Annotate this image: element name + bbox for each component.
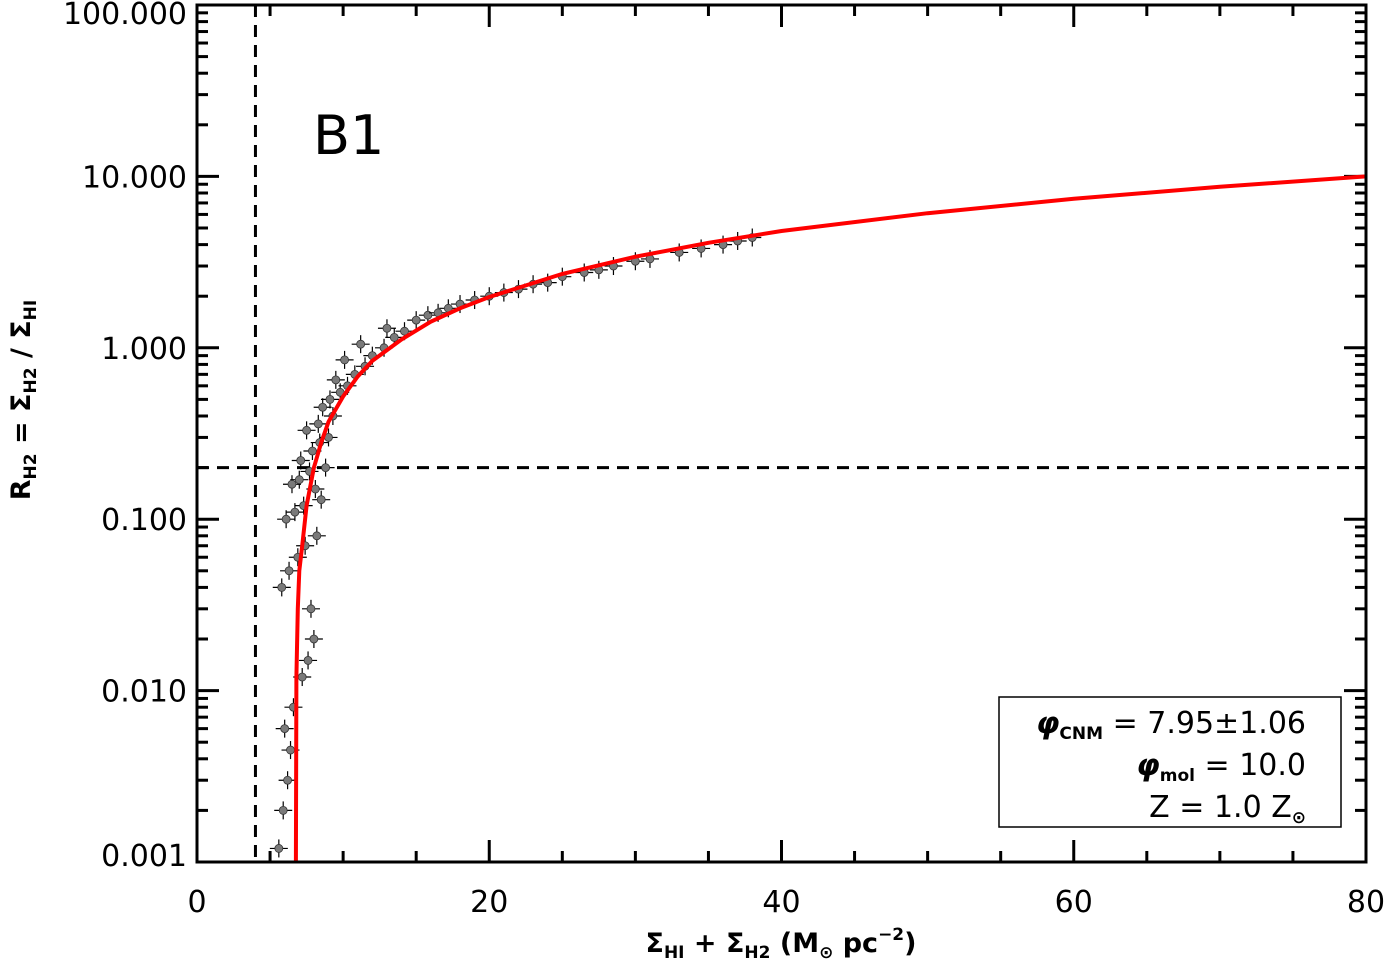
point-marker xyxy=(290,507,300,517)
point-marker xyxy=(382,323,392,333)
data-points xyxy=(269,228,762,858)
point-marker xyxy=(308,446,317,456)
data-point xyxy=(407,311,426,330)
point-marker xyxy=(302,425,311,435)
tick-labels: 0 20 40 60 80 0.001 0.010 0.100 1.000 10.000 100.0… xyxy=(63,0,1385,920)
data-point xyxy=(277,510,296,529)
point-marker xyxy=(313,419,323,429)
data-point xyxy=(307,526,326,545)
point-marker xyxy=(312,531,322,541)
plot-frame xyxy=(195,3,1368,864)
x-tick-label: 40 xyxy=(762,885,800,920)
point-marker xyxy=(274,844,284,853)
point-marker xyxy=(281,514,291,524)
point-marker xyxy=(310,484,320,494)
data-point xyxy=(293,668,312,687)
data-point xyxy=(296,536,315,555)
y-tick-label: 10.000 xyxy=(82,160,187,195)
x-tick-label: 20 xyxy=(470,885,508,920)
axis-ticks xyxy=(195,5,1368,864)
data-point xyxy=(316,458,335,477)
data-point xyxy=(312,490,331,509)
y-tick-label: 0.100 xyxy=(101,503,187,538)
x-axis-label: ΣHI​ + ΣH2​ (M⊙​ pc−2​) xyxy=(646,925,917,963)
data-point xyxy=(395,322,414,341)
data-point xyxy=(303,441,322,460)
data-point xyxy=(313,398,332,417)
data-point xyxy=(272,578,291,597)
point-marker xyxy=(309,634,319,644)
data-point xyxy=(284,698,303,717)
data-point xyxy=(297,421,316,440)
data-point xyxy=(326,370,345,389)
data-point xyxy=(319,428,338,447)
point-marker xyxy=(325,394,335,404)
reference-lines xyxy=(197,5,1366,862)
data-point xyxy=(282,475,301,494)
data-point xyxy=(269,839,288,858)
point-marker xyxy=(278,806,288,815)
y-tick-label: 0.001 xyxy=(101,839,187,874)
point-marker xyxy=(318,402,328,412)
point-marker xyxy=(331,375,341,385)
point-marker xyxy=(283,775,292,785)
point-marker xyxy=(277,583,287,592)
y-tick-label: 100.000 xyxy=(63,0,187,32)
data-point xyxy=(288,548,307,567)
point-marker xyxy=(411,315,421,325)
legend-line: Z = 1.0 Z⊙ xyxy=(1149,790,1306,828)
point-marker xyxy=(286,745,295,755)
data-point xyxy=(351,335,370,354)
data-point xyxy=(309,414,328,433)
point-marker xyxy=(316,495,326,505)
x-tick-label: 0 xyxy=(187,885,206,920)
data-point xyxy=(290,470,309,489)
data-point xyxy=(280,561,299,580)
legend-line: φCNM = 7.95±1.06 xyxy=(1036,706,1306,744)
data-point xyxy=(301,599,320,618)
point-marker xyxy=(294,475,304,485)
point-marker xyxy=(297,672,307,682)
data-point xyxy=(304,630,323,649)
fit-curve xyxy=(293,174,1367,863)
panel-label: B1 xyxy=(313,104,384,167)
point-marker xyxy=(287,479,297,489)
data-point xyxy=(429,303,448,322)
point-marker xyxy=(280,724,290,734)
data-point xyxy=(439,299,458,318)
point-marker xyxy=(400,326,409,336)
data-point xyxy=(275,719,294,738)
data-point xyxy=(320,390,339,409)
y-tick-label: 1.000 xyxy=(101,332,187,367)
point-marker xyxy=(296,456,306,465)
x-tick-label: 80 xyxy=(1347,885,1385,920)
data-point xyxy=(335,350,354,369)
point-marker xyxy=(321,463,330,473)
data-point xyxy=(291,451,310,470)
point-marker xyxy=(340,355,349,365)
data-point xyxy=(274,801,293,820)
legend-box xyxy=(998,696,1342,828)
y-axis-label: RH2​ = ΣH2​ / ΣHI​ xyxy=(6,300,41,501)
x-tick-label: 60 xyxy=(1055,885,1093,920)
point-marker xyxy=(356,339,366,349)
y-tick-label: 0.010 xyxy=(101,675,187,710)
legend: φCNM = 7.95±1.06 φmol = 10.0 Z = 1.0 Z⊙ xyxy=(998,696,1342,828)
point-marker xyxy=(284,566,294,576)
data-point xyxy=(278,771,297,790)
point-marker xyxy=(303,656,313,665)
data-point xyxy=(299,651,318,670)
point-marker xyxy=(306,604,316,614)
legend-line: φmol = 10.0 xyxy=(1136,748,1306,786)
data-point xyxy=(377,319,396,338)
point-marker xyxy=(389,332,399,342)
